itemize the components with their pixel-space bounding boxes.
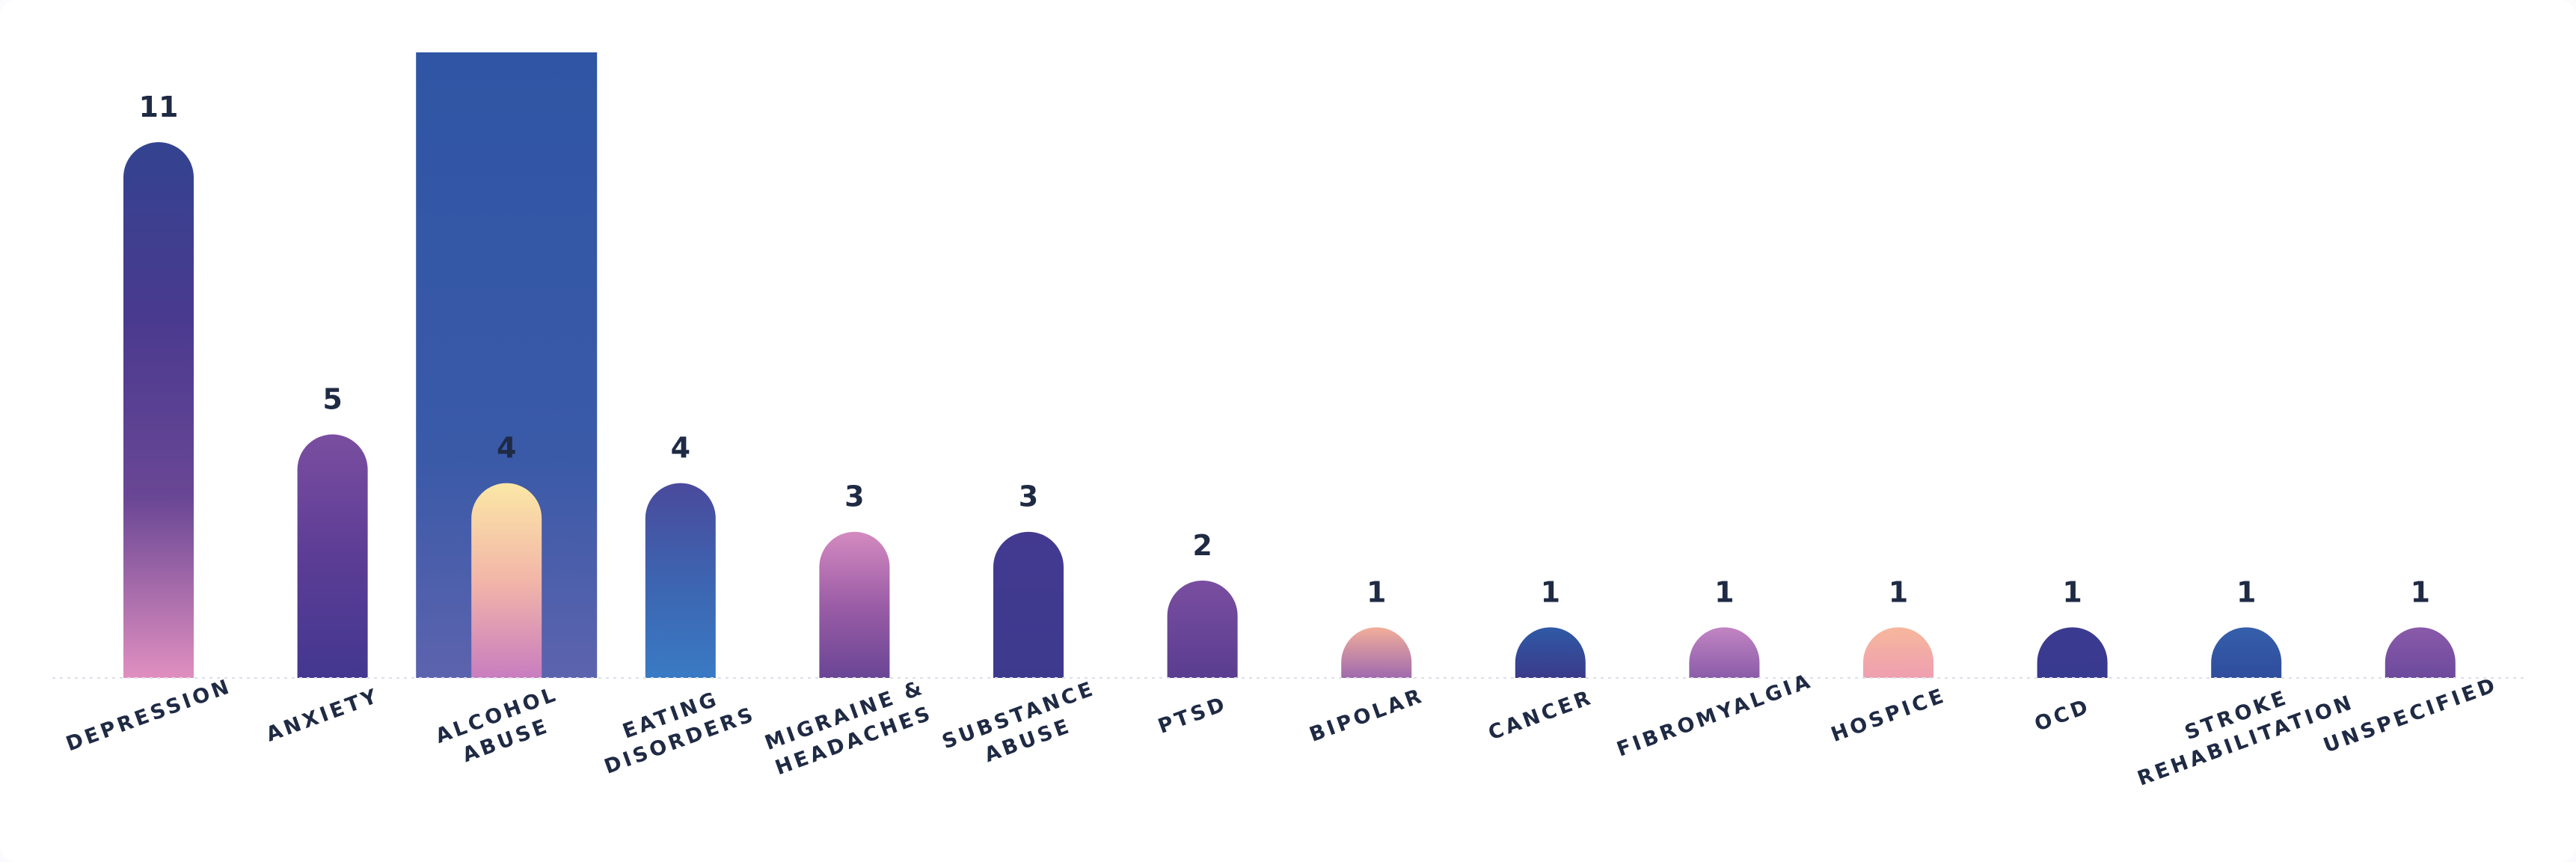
bar-alcohol-abuse[interactable]: [471, 483, 542, 678]
category-label-ptsd: PTSD: [1155, 692, 1230, 739]
value-label-eating-disorders: 4: [671, 432, 690, 465]
category-label-stroke-rehabilitation: STROKEREHABILITATION: [2125, 665, 2357, 791]
value-label-hospice: 1: [1889, 575, 1908, 608]
bar-hospice[interactable]: [1863, 627, 1933, 678]
bar-unspecified[interactable]: [2385, 627, 2456, 678]
bar-ptsd[interactable]: [1167, 580, 1238, 678]
bar-anxiety[interactable]: [297, 434, 368, 678]
value-label-unspecified: 1: [2411, 575, 2430, 608]
value-label-anxiety: 5: [322, 383, 342, 416]
value-label-cancer: 1: [1541, 575, 1560, 608]
category-label-alcohol-abuse: ALCOHOLABUSE: [432, 682, 570, 774]
value-label-migraine-and-headaches: 3: [844, 480, 864, 513]
bar-bipolar[interactable]: [1341, 627, 1412, 678]
value-label-alcohol-abuse: 4: [497, 432, 516, 465]
value-label-substance-abuse: 3: [1019, 480, 1038, 513]
value-label-ocd: 1: [2062, 575, 2082, 608]
value-label-stroke-rehabilitation: 1: [2236, 575, 2256, 608]
category-label-cancer: CANCER: [1485, 685, 1596, 745]
category-label-eating-disorders: EATINGDISORDERS: [592, 677, 759, 779]
bar-stroke-rehabilitation[interactable]: [2211, 627, 2282, 678]
category-label-fibromyalgia: FIBROMYALGIA: [1614, 669, 1816, 761]
category-label-substance-abuse: SUBSTANCEABUSE: [939, 677, 1108, 780]
value-label-fibromyalgia: 1: [1714, 575, 1734, 608]
bar-migraine-and-headaches[interactable]: [819, 531, 890, 678]
value-label-ptsd: 2: [1192, 529, 1212, 562]
bar-depression[interactable]: [123, 142, 194, 678]
category-label-ocd: OCD: [2031, 694, 2094, 736]
category-label-hospice: HOSPICE: [1828, 684, 1949, 747]
category-label-anxiety: ANXIETY: [263, 684, 383, 746]
category-label-bipolar: BIPOLAR: [1307, 684, 1427, 747]
category-label-depression: DEPRESSION: [63, 675, 235, 756]
value-label-bipolar: 1: [1367, 575, 1386, 608]
bar-cancer[interactable]: [1515, 627, 1586, 678]
value-label-depression: 11: [139, 91, 179, 123]
bar-eating-disorders[interactable]: [645, 483, 716, 678]
bar-substance-abuse[interactable]: [993, 531, 1064, 678]
bar-fibromyalgia[interactable]: [1689, 627, 1760, 678]
bar-ocd[interactable]: [2037, 627, 2108, 678]
category-label-migraine-and-headaches: MIGRAINE &HEADACHES: [762, 676, 937, 780]
